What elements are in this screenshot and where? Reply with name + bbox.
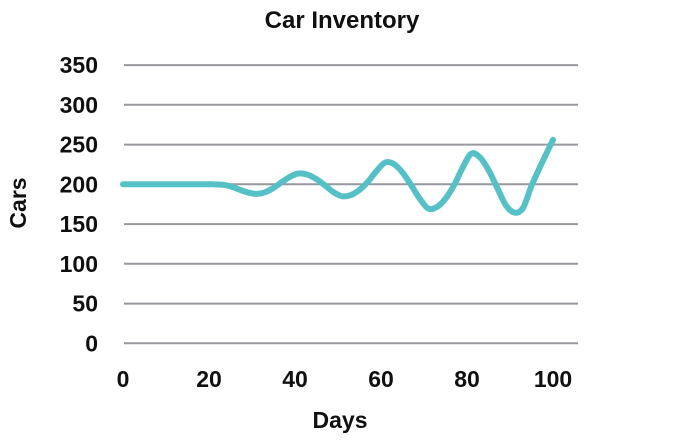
x-tick-label: 20 — [196, 366, 222, 392]
y-tick-label: 250 — [60, 132, 98, 158]
y-tick-label: 100 — [60, 251, 98, 277]
y-axis-label: Cars — [5, 177, 31, 228]
y-tick-label: 300 — [60, 92, 98, 118]
x-axis-label: Days — [313, 407, 368, 433]
inventory-line — [120, 136, 556, 216]
gridlines — [124, 64, 578, 345]
y-tick-label: 200 — [60, 171, 98, 197]
y-tick-label: 350 — [60, 52, 98, 78]
y-tick-label: 50 — [72, 291, 98, 317]
y-tick-label: 0 — [85, 330, 98, 356]
x-tick-label: 0 — [117, 366, 130, 392]
x-tick-label: 60 — [368, 366, 394, 392]
x-tick-label: 100 — [534, 366, 572, 392]
x-tick-label: 80 — [454, 366, 480, 392]
x-tick-label: 40 — [282, 366, 308, 392]
x-axis-tick-labels: 0 20 40 60 80 100 — [117, 366, 573, 392]
y-axis-tick-labels: 0 50 100 150 200 250 300 350 — [60, 52, 98, 356]
y-tick-label: 150 — [60, 211, 98, 237]
chart-title: Car Inventory — [265, 7, 420, 34]
